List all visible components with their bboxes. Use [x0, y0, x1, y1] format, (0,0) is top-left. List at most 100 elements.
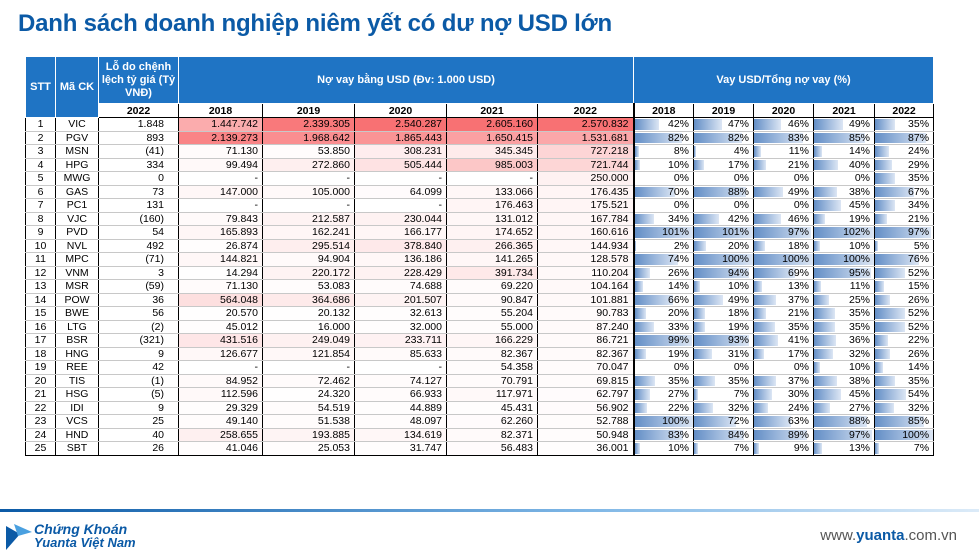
- ratio-bar: [754, 119, 782, 130]
- usd-debt-value: 272.860: [312, 158, 350, 171]
- stt-cell: 4: [25, 158, 56, 172]
- usd-debt-cell: 134.619: [354, 428, 447, 442]
- stt-cell: 8: [25, 212, 56, 226]
- usd-ratio-value: 10%: [668, 158, 690, 171]
- ratio-bar: [814, 443, 822, 454]
- ticker-cell: BSR: [55, 333, 99, 348]
- usd-debt-value: 176.435: [590, 185, 629, 198]
- usd-debt-value: 69.220: [500, 280, 533, 293]
- usd-debt-value: 258.655: [220, 428, 258, 441]
- usd-ratio-value: 41%: [788, 334, 810, 347]
- usd-ratio-cell: 18%: [753, 239, 815, 253]
- usd-ratio-cell: 15%: [874, 279, 935, 294]
- usd-ratio-cell: 34%: [874, 198, 935, 213]
- usd-debt-cell: -: [354, 360, 447, 375]
- usd-ratio-cell: 52%: [874, 306, 935, 321]
- ratio-bar: [814, 146, 823, 157]
- stt-cell: 12: [25, 266, 56, 280]
- usd-ratio-cell: 24%: [753, 401, 815, 415]
- ratio-bar: [875, 200, 895, 211]
- usd-debt-value: 117.971: [495, 388, 533, 401]
- usd-debt-cell: 20.132: [262, 306, 355, 321]
- table-row: 19 REE 42 - - - 54.358 70.047 0% 0% 0% 10% 14%: [25, 360, 935, 375]
- usd-debt-value: 51.538: [317, 415, 350, 428]
- usd-debt-value: 133.066: [495, 185, 533, 198]
- usd-debt-value: 16.000: [317, 320, 350, 333]
- usd-debt-cell: 51.538: [262, 414, 355, 429]
- usd-ratio-cell: 0%: [633, 171, 695, 186]
- usd-debt-cell: 166.229: [446, 333, 538, 348]
- usd-ratio-cell: 26%: [874, 293, 935, 307]
- usd-debt-cell: 16.000: [262, 320, 355, 334]
- usd-debt-cell: 727.218: [537, 144, 635, 159]
- ticker-cell: HPG: [55, 158, 99, 172]
- usd-ratio-value: 10%: [849, 239, 871, 252]
- usd-ratio-cell: 63%: [753, 414, 815, 429]
- usd-debt-value: 727.218: [590, 145, 629, 158]
- usd-ratio-cell: 27%: [633, 387, 695, 402]
- usd-ratio-cell: 40%: [813, 158, 876, 172]
- footer-divider: [0, 509, 979, 512]
- usd-debt-value: 250.000: [590, 172, 629, 185]
- usd-debt-value: 985.003: [495, 158, 533, 171]
- usd-ratio-cell: 100%: [813, 252, 876, 267]
- fx-loss-cell: 3: [98, 266, 179, 280]
- usd-debt-cell: 162.241: [262, 225, 355, 240]
- usd-debt-cell: 364.686: [262, 293, 355, 307]
- usd-debt-cell: 41.046: [178, 441, 263, 456]
- ratio-bar: [754, 281, 762, 292]
- usd-debt-cell: 1.531.681: [537, 131, 635, 145]
- ticker-cell: VNM: [55, 266, 99, 280]
- stt-cell: 23: [25, 414, 56, 429]
- usd-ratio-value: 0%: [854, 172, 871, 185]
- usd-ratio-value: 100%: [782, 253, 810, 266]
- usd-ratio-cell: 17%: [753, 347, 815, 361]
- stt-cell: 6: [25, 185, 56, 199]
- usd-debt-value: 505.444: [404, 158, 442, 171]
- usd-ratio-value: 0%: [793, 199, 810, 212]
- usd-ratio-value: 13%: [788, 280, 810, 293]
- ratio-bar: [814, 186, 837, 197]
- usd-ratio-cell: 21%: [753, 158, 815, 172]
- usd-debt-cell: 14.294: [178, 266, 263, 280]
- ratio-bar: [634, 389, 651, 400]
- usd-debt-cell: 391.734: [446, 266, 538, 280]
- website-url[interactable]: www.yuanta.com.vn: [820, 527, 957, 544]
- usd-ratio-value: 0%: [793, 361, 810, 374]
- usd-ratio-cell: 72%: [693, 414, 755, 429]
- ratio-bar: [694, 240, 706, 251]
- usd-ratio-value: 45%: [849, 199, 871, 212]
- usd-ratio-cell: 13%: [753, 279, 815, 294]
- ticker-cell: REE: [55, 360, 99, 375]
- usd-debt-value: 29.329: [225, 401, 258, 414]
- usd-ratio-cell: 31%: [693, 347, 755, 361]
- usd-debt-cell: 55.204: [446, 306, 538, 321]
- usd-ratio-value: 25%: [849, 293, 871, 306]
- ticker-cell: MSR: [55, 279, 99, 294]
- usd-ratio-cell: 74%: [633, 252, 695, 267]
- usd-debt-value: 2.605.160: [486, 118, 533, 131]
- fx-loss-cell: 73: [98, 185, 179, 199]
- usd-debt-cell: 48.097: [354, 414, 447, 429]
- usd-ratio-cell: 66%: [633, 293, 695, 307]
- usd-debt-value: 2.570.832: [581, 118, 629, 131]
- usd-ratio-cell: 11%: [813, 279, 876, 294]
- ratio-bar: [754, 254, 813, 265]
- usd-ratio-cell: 32%: [874, 401, 935, 415]
- usd-debt-value: 94.904: [317, 253, 350, 266]
- usd-debt-cell: -: [262, 198, 355, 213]
- stt-cell: 18: [25, 347, 56, 361]
- usd-debt-cell: 52.788: [537, 414, 635, 429]
- usd-ratio-cell: 88%: [813, 414, 876, 429]
- ratio-bar: [814, 389, 842, 400]
- usd-debt-value: -: [438, 172, 443, 185]
- brand-line1: Chứng Khoán: [34, 521, 128, 537]
- usd-ratio-cell: 88%: [693, 185, 755, 199]
- usd-ratio-cell: 97%: [753, 225, 815, 240]
- table-row: 22 IDI 9 29.329 54.519 44.889 45.431 56.902 22% 3…: [25, 401, 935, 415]
- ticker-cell: VIC: [55, 117, 99, 132]
- usd-ratio-cell: 30%: [753, 387, 815, 402]
- ratio-bar: [634, 159, 641, 170]
- usd-debt-cell: 70.047: [537, 360, 635, 375]
- url-suffix: .com.vn: [904, 527, 957, 544]
